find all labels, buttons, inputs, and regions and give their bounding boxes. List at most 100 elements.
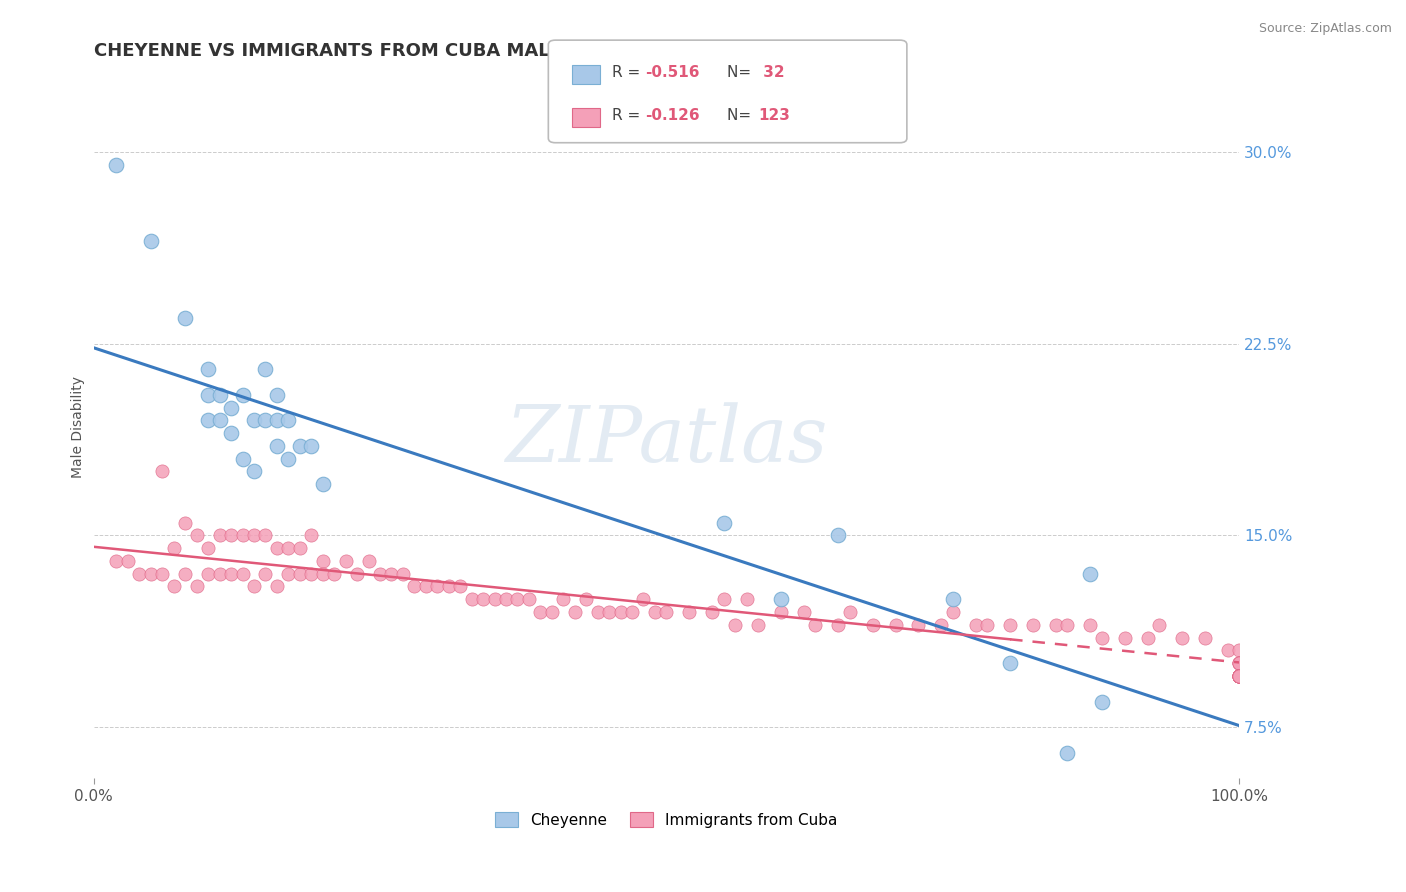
Point xyxy=(1056,746,1078,760)
Point xyxy=(1227,669,1250,683)
Point xyxy=(1022,617,1045,632)
Point xyxy=(1227,669,1250,683)
Point xyxy=(598,605,620,619)
Point xyxy=(105,158,128,172)
Point xyxy=(208,528,231,542)
Point xyxy=(186,580,208,594)
Point xyxy=(942,605,965,619)
Point xyxy=(1227,669,1250,683)
Point xyxy=(1114,631,1136,645)
Point xyxy=(1227,669,1250,683)
Point xyxy=(678,605,700,619)
Point xyxy=(655,605,678,619)
Point xyxy=(495,592,517,607)
Point xyxy=(299,566,322,581)
Point xyxy=(150,465,173,479)
Point xyxy=(163,541,186,556)
Point xyxy=(231,451,253,466)
Point xyxy=(254,528,277,542)
Point xyxy=(1216,643,1239,657)
Point xyxy=(266,388,288,402)
Point xyxy=(174,516,197,530)
Point xyxy=(713,516,735,530)
Point xyxy=(1091,631,1114,645)
Point xyxy=(186,528,208,542)
Point xyxy=(174,311,197,326)
Point xyxy=(621,605,644,619)
Point xyxy=(266,580,288,594)
Text: R =: R = xyxy=(612,65,645,80)
Point xyxy=(931,617,953,632)
Point xyxy=(254,566,277,581)
Point xyxy=(163,580,186,594)
Point xyxy=(747,617,769,632)
Point xyxy=(117,554,139,568)
Point xyxy=(804,617,827,632)
Point xyxy=(323,566,346,581)
Text: Source: ZipAtlas.com: Source: ZipAtlas.com xyxy=(1258,22,1392,36)
Point xyxy=(197,413,219,427)
Point xyxy=(174,566,197,581)
Point xyxy=(965,617,987,632)
Point xyxy=(1227,656,1250,670)
Point xyxy=(277,566,299,581)
Point xyxy=(1227,669,1250,683)
Text: -0.516: -0.516 xyxy=(645,65,700,80)
Point xyxy=(254,362,277,376)
Text: 32: 32 xyxy=(758,65,785,80)
Point xyxy=(769,592,792,607)
Point xyxy=(529,605,551,619)
Point xyxy=(1147,617,1170,632)
Point xyxy=(197,388,219,402)
Point xyxy=(1227,669,1250,683)
Point xyxy=(139,566,162,581)
Point xyxy=(472,592,495,607)
Point xyxy=(128,566,150,581)
Text: N=: N= xyxy=(727,65,756,80)
Point xyxy=(277,541,299,556)
Point xyxy=(942,592,965,607)
Point xyxy=(277,413,299,427)
Text: N=: N= xyxy=(727,108,756,123)
Point xyxy=(335,554,357,568)
Point xyxy=(449,580,471,594)
Text: CHEYENNE VS IMMIGRANTS FROM CUBA MALE DISABILITY CORRELATION CHART: CHEYENNE VS IMMIGRANTS FROM CUBA MALE DI… xyxy=(94,42,901,60)
Point xyxy=(426,580,449,594)
Point xyxy=(243,528,266,542)
Point xyxy=(1091,694,1114,708)
Point xyxy=(793,605,815,619)
Point xyxy=(197,541,219,556)
Point xyxy=(105,554,128,568)
Point xyxy=(150,566,173,581)
Point xyxy=(609,605,631,619)
Point xyxy=(219,426,242,441)
Point xyxy=(208,388,231,402)
Point xyxy=(208,413,231,427)
Point xyxy=(277,451,299,466)
Point xyxy=(735,592,758,607)
Point xyxy=(1078,566,1101,581)
Point xyxy=(1227,656,1250,670)
Point xyxy=(346,566,368,581)
Point xyxy=(197,566,219,581)
Point xyxy=(1227,669,1250,683)
Point xyxy=(553,592,575,607)
Point xyxy=(380,566,402,581)
Point xyxy=(724,617,747,632)
Point xyxy=(1227,669,1250,683)
Point xyxy=(312,554,335,568)
Point xyxy=(998,656,1021,670)
Point xyxy=(827,617,849,632)
Point xyxy=(713,592,735,607)
Point xyxy=(1194,631,1216,645)
Point xyxy=(1045,617,1067,632)
Point xyxy=(1227,669,1250,683)
Point xyxy=(1227,656,1250,670)
Point xyxy=(219,566,242,581)
Point xyxy=(1136,631,1159,645)
Y-axis label: Male Disability: Male Disability xyxy=(72,376,86,478)
Point xyxy=(1227,669,1250,683)
Point xyxy=(288,566,311,581)
Point xyxy=(243,580,266,594)
Point xyxy=(392,566,415,581)
